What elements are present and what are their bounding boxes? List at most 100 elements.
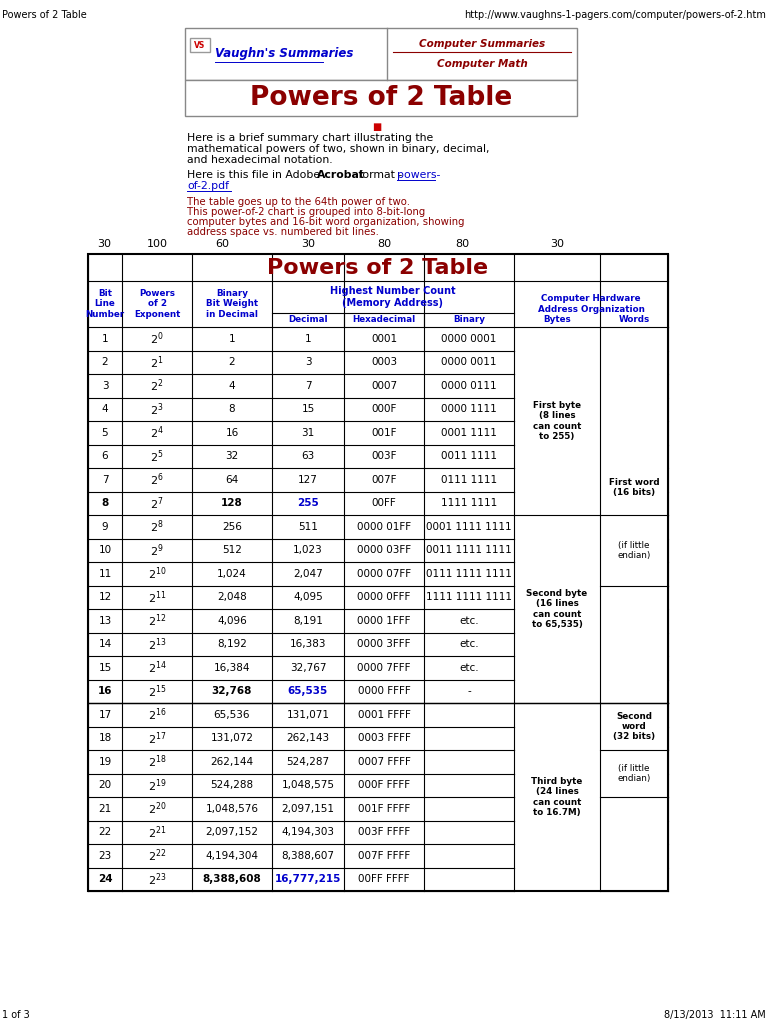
Text: Powers of 2 Table: Powers of 2 Table [2,10,87,20]
Text: 0007 FFFF: 0007 FFFF [358,757,410,767]
Text: 22: 22 [98,827,111,838]
Text: 1,024: 1,024 [217,568,247,579]
Text: $2^{8}$: $2^{8}$ [151,518,164,536]
Text: 0000 1FFF: 0000 1FFF [357,615,411,626]
Text: First byte
(8 lines
can count
to 255): First byte (8 lines can count to 255) [533,401,581,441]
Text: (if little
endian): (if little endian) [617,541,650,560]
Text: 31: 31 [301,428,315,437]
Text: 4,095: 4,095 [293,592,323,602]
Text: etc.: etc. [459,615,478,626]
Text: Hexadecimal: Hexadecimal [353,315,415,325]
Text: $2^{0}$: $2^{0}$ [151,331,164,347]
Text: 0001 FFFF: 0001 FFFF [358,710,410,720]
Text: 1: 1 [101,334,108,344]
Text: 0000 0001: 0000 0001 [442,334,497,344]
Text: 0011 1111 1111: 0011 1111 1111 [426,545,512,555]
Text: 15: 15 [98,663,111,673]
Text: 11: 11 [98,568,111,579]
Text: Computer Hardware
Address Organization: Computer Hardware Address Organization [538,294,644,313]
Text: Vaughn's Summaries: Vaughn's Summaries [215,47,353,60]
Text: 16,777,215: 16,777,215 [275,874,341,885]
Text: 16,384: 16,384 [214,663,250,673]
Text: 524,287: 524,287 [286,757,329,767]
Text: 8,388,608: 8,388,608 [203,874,261,885]
Text: 0000 01FF: 0000 01FF [357,522,411,531]
Text: (if little
endian): (if little endian) [617,764,650,783]
Text: 255: 255 [297,499,319,508]
Text: 0000 0FFF: 0000 0FFF [357,592,411,602]
Text: 80: 80 [455,239,469,249]
Text: 7: 7 [305,381,311,391]
Text: 1 of 3: 1 of 3 [2,1010,30,1020]
Text: Bytes: Bytes [543,315,571,325]
Text: 1111 1111 1111: 1111 1111 1111 [426,592,512,602]
Text: format -: format - [355,170,406,180]
Text: 80: 80 [377,239,391,249]
Text: 2,097,151: 2,097,151 [282,804,335,814]
Text: 8: 8 [101,499,108,508]
Text: 4: 4 [229,381,235,391]
Text: 007F: 007F [371,475,397,484]
Text: 24: 24 [98,874,112,885]
Text: 10: 10 [98,545,111,555]
Text: 131,071: 131,071 [286,710,329,720]
Text: Decimal: Decimal [288,315,328,325]
Text: 100: 100 [147,239,167,249]
Text: 003F: 003F [371,452,397,461]
Text: $2^{1}$: $2^{1}$ [151,354,164,371]
Text: of-2.pdf: of-2.pdf [187,181,229,191]
Text: 0007: 0007 [371,381,397,391]
Text: etc.: etc. [459,663,478,673]
Text: 1,048,575: 1,048,575 [282,780,335,791]
Text: 0011 1111: 0011 1111 [441,452,497,461]
Text: 000F FFFF: 000F FFFF [358,780,410,791]
Text: Powers of 2 Table: Powers of 2 Table [267,257,488,278]
Text: 5: 5 [101,428,108,437]
Text: 23: 23 [98,851,111,861]
Text: 18: 18 [98,733,111,743]
Text: 16,383: 16,383 [290,639,326,649]
Text: VS: VS [194,41,206,49]
Text: address space vs. numbered bit lines.: address space vs. numbered bit lines. [187,227,379,237]
Text: 63: 63 [301,452,315,461]
Text: 262,143: 262,143 [286,733,329,743]
Text: 20: 20 [98,780,111,791]
Text: 0001: 0001 [371,334,397,344]
Text: 1,023: 1,023 [293,545,323,555]
Text: 0000 03FF: 0000 03FF [357,545,411,555]
Text: 16: 16 [225,428,239,437]
Text: 16: 16 [98,686,112,696]
Text: 00FF FFFF: 00FF FFFF [358,874,410,885]
Text: 30: 30 [550,239,564,249]
Text: 65,535: 65,535 [288,686,328,696]
Text: Binary
Bit Weight
in Decimal: Binary Bit Weight in Decimal [206,289,258,318]
Text: mathematical powers of two, shown in binary, decimal,: mathematical powers of two, shown in bin… [187,144,489,154]
Text: 4: 4 [101,404,108,415]
Text: 0003: 0003 [371,357,397,368]
Text: 6: 6 [101,452,108,461]
Text: Computer Summaries: Computer Summaries [419,39,545,49]
Text: 14: 14 [98,639,111,649]
Text: Third byte
(24 lines
can count
to 16.7M): Third byte (24 lines can count to 16.7M) [531,777,583,817]
Text: 21: 21 [98,804,111,814]
Text: 32: 32 [225,452,239,461]
Text: 262,144: 262,144 [210,757,253,767]
Text: 001F: 001F [371,428,397,437]
Text: 0003 FFFF: 0003 FFFF [358,733,410,743]
Text: This power-of-2 chart is grouped into 8-bit-long: This power-of-2 chart is grouped into 8-… [187,207,425,217]
Text: 30: 30 [97,239,111,249]
Text: $2^{19}$: $2^{19}$ [147,777,166,794]
Text: $2^{4}$: $2^{4}$ [150,425,164,441]
Text: $2^{7}$: $2^{7}$ [151,495,164,512]
Text: -: - [467,686,471,696]
Text: Second
word
(32 bits): Second word (32 bits) [613,712,655,741]
Text: 2,047: 2,047 [293,568,323,579]
Text: 30: 30 [301,239,315,249]
Text: 13: 13 [98,615,111,626]
Text: 511: 511 [298,522,318,531]
Text: $2^{16}$: $2^{16}$ [147,707,166,723]
Text: 12: 12 [98,592,111,602]
Text: 3: 3 [101,381,108,391]
Text: 1,048,576: 1,048,576 [206,804,259,814]
Text: 4,194,303: 4,194,303 [282,827,335,838]
